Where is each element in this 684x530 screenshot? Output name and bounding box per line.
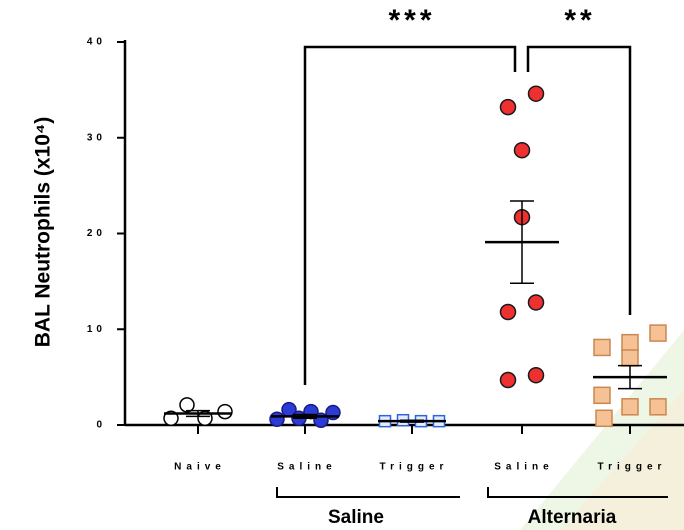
y-tick-label: 40: [87, 37, 106, 48]
y-tick-label: 10: [87, 324, 106, 335]
point: [527, 366, 545, 384]
point: [499, 98, 517, 116]
bracket: [303, 45, 517, 385]
x-tick-label: Saline: [277, 462, 336, 473]
group-bracket: [276, 487, 460, 498]
point: [593, 338, 611, 357]
point: [163, 410, 179, 427]
x-tick-label: Naive: [174, 462, 226, 473]
bracket: [526, 45, 632, 315]
y-axis-label: BAL Neutrophils (x10⁴): [32, 117, 55, 348]
y-tick-label: 20: [87, 228, 106, 239]
point: [621, 349, 639, 367]
group-label: Alternaria: [528, 507, 617, 528]
significance: **: [564, 4, 595, 37]
point: [269, 411, 285, 428]
x-tick-label: Trigger: [380, 462, 449, 473]
point: [649, 324, 667, 342]
point: [217, 403, 233, 420]
point: [513, 141, 531, 159]
point: [499, 303, 517, 321]
point: [649, 398, 667, 416]
point: [179, 397, 195, 413]
point: [621, 333, 639, 352]
y-tick-label: 30: [87, 132, 106, 143]
significance: ***: [388, 4, 435, 37]
point: [499, 371, 517, 389]
point: [527, 294, 545, 311]
point: [595, 409, 613, 428]
y-tick-label: 0: [96, 420, 106, 431]
x-tick-label: Trigger: [598, 462, 667, 473]
point: [527, 85, 545, 102]
group-label: Saline: [328, 507, 384, 528]
point: [593, 386, 611, 405]
x-tick-label: Saline: [494, 462, 553, 473]
point: [621, 398, 639, 416]
group-bracket: [487, 487, 668, 498]
